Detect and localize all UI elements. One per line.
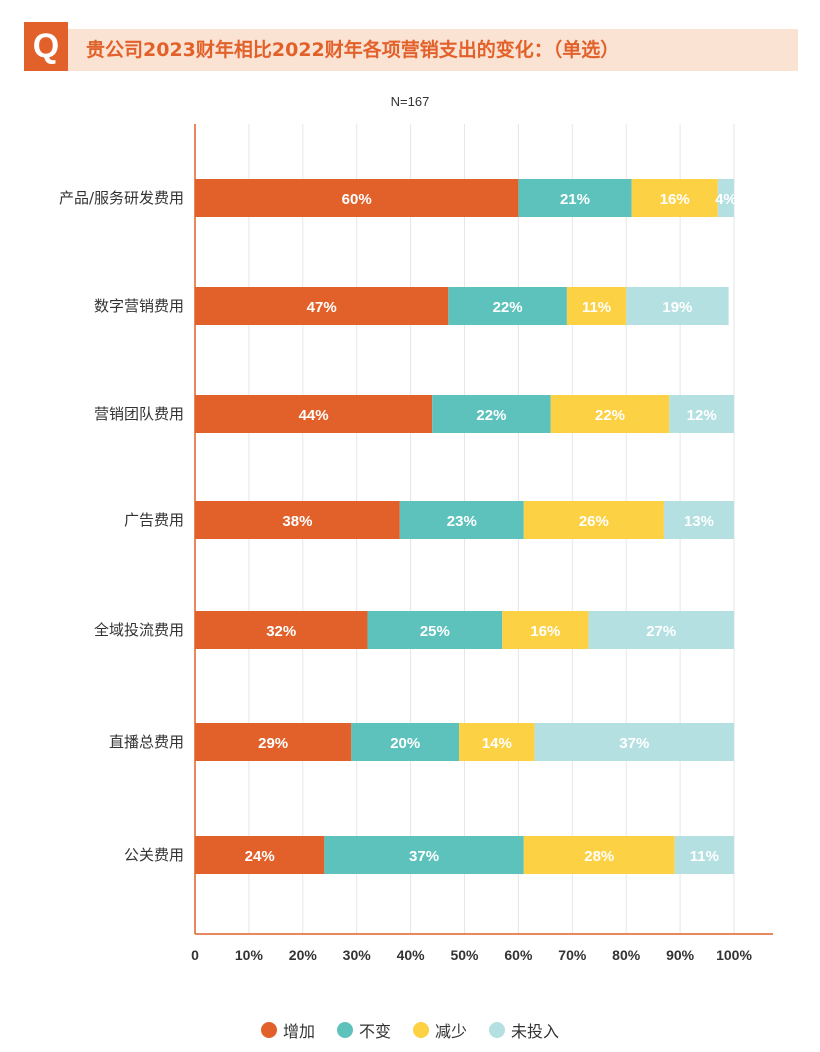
legend-swatch xyxy=(413,1022,429,1038)
bar-segment xyxy=(550,395,670,433)
data-label: 24% xyxy=(245,848,275,865)
legend-label: 不变 xyxy=(358,1022,391,1041)
data-label: 38% xyxy=(282,513,312,530)
bar-segment xyxy=(448,287,567,325)
data-label: 22% xyxy=(595,407,625,424)
legend-item: 未投入 xyxy=(489,1018,559,1042)
data-label: 4% xyxy=(715,191,737,208)
data-label: 11% xyxy=(690,848,719,865)
data-label: 60% xyxy=(342,191,372,208)
data-label: 16% xyxy=(530,623,560,640)
x-tick-label: 50% xyxy=(450,947,479,963)
chart-legend: 增加 不变 减少 未投入 xyxy=(0,1018,820,1042)
data-label: 20% xyxy=(390,735,420,752)
legend-swatch xyxy=(260,1022,277,1038)
data-label: 16% xyxy=(660,191,690,208)
title-bar xyxy=(24,29,798,71)
bar-segment xyxy=(195,179,519,217)
bar-segment xyxy=(432,395,551,433)
category-label: 公关费用 xyxy=(124,846,184,864)
bar-segment xyxy=(523,836,675,874)
bar-segment xyxy=(674,836,734,874)
question-badge: Q xyxy=(24,22,68,71)
data-label: 11% xyxy=(582,299,611,316)
legend-swatch xyxy=(489,1022,506,1038)
x-tick-label: 10% xyxy=(235,947,264,963)
data-label: 21% xyxy=(560,191,590,208)
bar-segment xyxy=(588,611,734,649)
bar-segment xyxy=(351,723,460,761)
bar-segment xyxy=(195,287,449,325)
bar-segment xyxy=(518,179,632,217)
bar-segment xyxy=(195,501,400,539)
x-tick-label: 60% xyxy=(504,947,533,963)
legend-item: 不变 xyxy=(336,1018,391,1042)
bar-segment xyxy=(663,501,734,539)
bar-segment xyxy=(534,723,734,761)
x-tick-label: 20% xyxy=(289,947,318,963)
data-label: 23% xyxy=(447,513,477,530)
data-label: 14% xyxy=(482,735,512,752)
chart-subtitle: N=167 xyxy=(391,94,430,109)
bar-segment xyxy=(502,611,589,649)
data-label: 22% xyxy=(493,299,523,316)
data-label: 37% xyxy=(409,848,439,865)
x-tick-label: 90% xyxy=(666,947,695,963)
data-label: 25% xyxy=(420,623,450,640)
bar-segment xyxy=(523,501,664,539)
data-label: 26% xyxy=(579,513,609,530)
legend-swatch xyxy=(336,1022,353,1038)
legend-item: 减少 xyxy=(413,1018,467,1042)
bar-segment xyxy=(195,836,325,874)
data-label: 28% xyxy=(584,848,614,865)
data-label: 22% xyxy=(476,407,506,424)
bar-segment xyxy=(626,287,729,325)
data-label: 19% xyxy=(662,299,692,316)
category-label: 直播总费用 xyxy=(109,733,184,751)
category-label: 广告费用 xyxy=(124,511,184,529)
bar-segment xyxy=(195,723,352,761)
bar-segment xyxy=(195,611,368,649)
data-label: 12% xyxy=(687,407,717,424)
legend-label: 减少 xyxy=(435,1022,468,1041)
category-label: 营销团队费用 xyxy=(94,405,184,423)
bar-segment xyxy=(399,501,524,539)
bar-segment xyxy=(669,395,734,433)
legend-item: 增加 xyxy=(260,1018,315,1042)
x-tick-label: 40% xyxy=(397,947,426,963)
data-label: 32% xyxy=(266,623,296,640)
x-tick-label: 0 xyxy=(191,947,199,963)
data-label: 47% xyxy=(307,299,337,316)
data-label: 27% xyxy=(646,623,676,640)
bar-segment xyxy=(195,395,433,433)
category-label: 全域投流费用 xyxy=(94,621,184,639)
bar-segment xyxy=(324,836,524,874)
bar-segment xyxy=(717,179,734,217)
data-label: 44% xyxy=(299,407,329,424)
bar-segment xyxy=(631,179,718,217)
data-label: 37% xyxy=(619,735,649,752)
data-label: 13% xyxy=(684,513,714,530)
x-tick-label: 30% xyxy=(343,947,372,963)
bar-segment xyxy=(367,611,503,649)
bar-segment xyxy=(459,723,535,761)
chart-title: 贵公司2023财年相比2022财年各项营销支出的变化：（单选） xyxy=(86,39,620,61)
category-label: 数字营销费用 xyxy=(94,297,184,315)
x-tick-label: 80% xyxy=(612,947,641,963)
bar-segment xyxy=(566,287,627,325)
category-label: 产品/服务研发费用 xyxy=(59,189,184,207)
x-tick-label: 100% xyxy=(716,947,752,963)
x-tick-label: 70% xyxy=(558,947,587,963)
data-label: 29% xyxy=(258,735,288,752)
legend-label: 未投入 xyxy=(511,1022,560,1041)
legend-label: 增加 xyxy=(282,1022,315,1041)
